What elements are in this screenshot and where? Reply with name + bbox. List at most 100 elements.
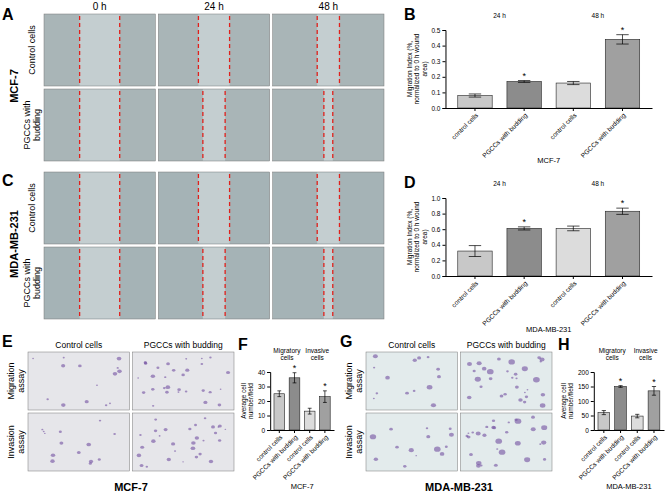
- row-label-group: PGCCs withbudding: [22, 258, 42, 307]
- tick-label: control cells: [548, 111, 578, 141]
- wound-edge: [119, 16, 120, 84]
- bar: [556, 83, 590, 108]
- tick: 10: [258, 412, 270, 419]
- tick: PGCCs with budding: [481, 276, 530, 328]
- cell-stain: [144, 361, 147, 363]
- column-header-group: 24 h: [204, 1, 223, 12]
- cell-stain: [188, 428, 191, 431]
- x-axis-title-group: MDA-MB-231: [526, 325, 571, 334]
- cell-stain: [32, 358, 34, 359]
- x-axis: control cellsPGCCs with buddingcontrol c…: [446, 108, 653, 160]
- cell-stain: [167, 458, 171, 461]
- micrograph: [366, 413, 458, 471]
- cell-stain: [539, 443, 541, 445]
- tick-mark: [622, 108, 623, 111]
- row-label: Control cells: [27, 25, 37, 75]
- panel-letter: B: [404, 6, 416, 23]
- tick-label: 10: [258, 412, 266, 419]
- column-header: PGCCs with budding: [467, 340, 546, 350]
- cell-stain: [533, 377, 540, 382]
- cell-stain: [374, 457, 378, 460]
- row-label-group: Control cells: [27, 183, 37, 233]
- group-label: 24 h: [493, 180, 506, 187]
- tick: 0.2: [431, 257, 445, 264]
- cell-stain: [43, 431, 45, 432]
- cell-line-label: MDA-MB-231: [425, 481, 493, 493]
- wound-edge: [224, 249, 225, 317]
- row-label: PGCCs withbudding: [22, 258, 42, 307]
- tick: 0.6: [431, 226, 445, 233]
- cell-stain: [99, 420, 101, 422]
- cell-stain: [525, 395, 528, 398]
- tick-mark: [591, 372, 594, 373]
- cell-stain: [413, 358, 417, 361]
- group-label: Migratorycells: [599, 347, 627, 361]
- cell-stain: [217, 426, 219, 428]
- wound-area: [317, 173, 339, 244]
- cell-stain: [139, 434, 141, 436]
- bar: [274, 394, 285, 430]
- cell-stain: [109, 403, 111, 405]
- cell-stain: [515, 419, 522, 424]
- x-axis-title: MCF-7: [537, 156, 560, 165]
- cell-stain: [467, 433, 469, 435]
- error-bar: [518, 81, 530, 83]
- cell-stain: [437, 375, 441, 378]
- cell-stain: [395, 446, 399, 449]
- tick: control cells: [450, 108, 480, 141]
- tick-label: 0.0: [431, 105, 440, 112]
- wound-edge: [332, 91, 333, 159]
- cell-stain: [469, 453, 473, 456]
- error-bar: [293, 373, 297, 383]
- cell-stain: [523, 401, 526, 404]
- cell-stain: [491, 426, 495, 429]
- group-label-group: 48 h: [592, 12, 605, 19]
- tick: PGCCs with budding: [481, 108, 530, 160]
- tick-mark: [573, 108, 574, 111]
- wound-area: [198, 15, 229, 86]
- cell-stain: [376, 392, 379, 394]
- group-label-group: Migratorycells: [599, 347, 627, 361]
- cell-stain: [163, 387, 166, 389]
- tick-label: 1.0: [431, 195, 440, 202]
- wound-edge: [317, 16, 318, 84]
- tick: control cells: [548, 108, 578, 141]
- cell-stain: [209, 460, 213, 463]
- image-panel: GControl cellsPGCCs with buddingMigratio…: [340, 333, 552, 493]
- tick-label: 150: [578, 383, 589, 390]
- wound-edge: [119, 91, 120, 159]
- panel-letter: H: [558, 336, 570, 353]
- group-label-group: Invasivecells: [634, 347, 658, 361]
- tick: 40: [258, 369, 270, 376]
- tick-mark: [603, 430, 604, 433]
- cell-stain: [496, 448, 498, 450]
- tick-label: PGCCs with budding: [579, 111, 628, 160]
- wound-edge: [224, 91, 225, 159]
- tick-mark: [474, 276, 475, 279]
- cell-stain: [539, 358, 544, 362]
- cell-stain: [105, 404, 107, 406]
- cell-stain: [209, 357, 211, 359]
- tick: 200: [578, 369, 594, 376]
- cell-stain: [59, 431, 62, 433]
- row-label-group: Invasionassay: [344, 425, 364, 459]
- cell-line-label: MCF-7: [8, 69, 20, 103]
- group-label: Invasivecells: [634, 347, 658, 361]
- cell-stain: [426, 427, 428, 429]
- cell-stain: [473, 370, 476, 373]
- cell-stain: [500, 395, 504, 398]
- tick-mark: [309, 430, 310, 433]
- tick-mark: [294, 430, 295, 433]
- wound-area: [80, 248, 120, 319]
- tick-mark: [442, 229, 445, 230]
- cell-stain: [185, 390, 188, 392]
- micrograph: [44, 14, 155, 86]
- cell-stain: [140, 446, 144, 449]
- wound-area: [324, 248, 333, 319]
- cell-stain: [541, 440, 546, 444]
- cell-stain: [226, 371, 230, 374]
- tick: control cells: [450, 276, 480, 309]
- row-label: Invasionassay: [344, 425, 364, 459]
- tick-mark: [267, 372, 270, 373]
- wound-area: [324, 90, 333, 161]
